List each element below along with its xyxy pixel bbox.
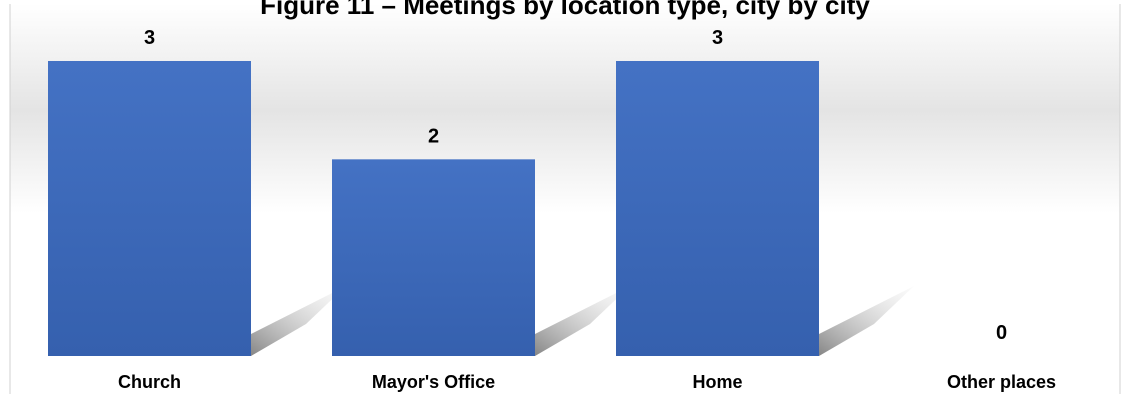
data-label-home: 3 — [712, 27, 723, 49]
bar-church — [48, 61, 251, 356]
bar-shadow-mayor-s-office — [535, 286, 630, 356]
bar-mayor-s-office — [332, 159, 535, 356]
bar-home — [616, 61, 819, 356]
bar-shadow-home — [819, 286, 914, 356]
category-label-other-places: Other places — [947, 372, 1056, 392]
chart-title: Figure 11 – Meetings by location type, c… — [260, 0, 870, 20]
data-labels: 3 2 3 0 — [144, 27, 1007, 344]
data-label-church: 3 — [144, 27, 155, 49]
category-label-mayor-s-office: Mayor's Office — [372, 372, 495, 392]
bars — [48, 61, 819, 356]
data-label-other-places: 0 — [996, 322, 1007, 344]
data-label-mayor-s-office: 2 — [428, 125, 439, 147]
category-labels: Church Mayor's Office Home Other places — [118, 372, 1056, 392]
bar-shadow-church — [251, 286, 346, 356]
bar-shadows — [251, 286, 914, 356]
category-label-church: Church — [118, 372, 181, 392]
category-label-home: Home — [692, 372, 742, 392]
